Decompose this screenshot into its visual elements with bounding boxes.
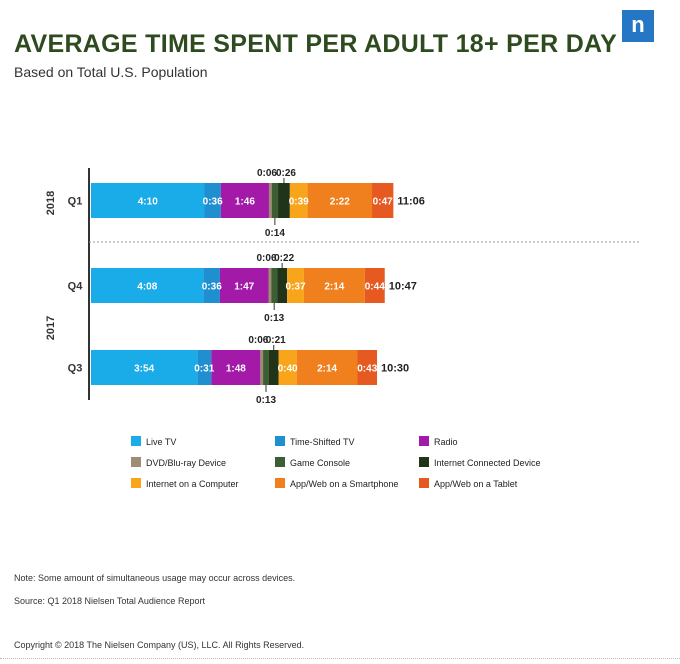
data-label: 4:08: [137, 282, 157, 293]
legend-label: Internet Connected Device: [434, 458, 541, 468]
data-label: 0:36: [203, 197, 223, 208]
data-label: 0:06: [257, 253, 277, 264]
bar-segment: [260, 350, 264, 385]
legend-swatch: [419, 478, 429, 488]
legend-swatch: [275, 436, 285, 446]
data-label: 2:22: [330, 197, 350, 208]
legend-swatch: [131, 436, 141, 446]
year-label: 2018: [45, 191, 57, 215]
bar-segment: [268, 183, 272, 218]
copyright: Copyright © 2018 The Nielsen Company (US…: [14, 640, 305, 650]
total-label: 10:30: [381, 363, 409, 375]
legend-label: Game Console: [290, 458, 351, 468]
data-label: 0:43: [357, 364, 377, 375]
bar-segment: [219, 268, 269, 303]
data-label: 1:47: [234, 282, 254, 293]
bar-segment: [91, 350, 198, 385]
bar-segment: [289, 183, 308, 218]
data-label: 1:46: [235, 197, 255, 208]
bar-segment: [220, 183, 269, 218]
legend-swatch: [275, 457, 285, 467]
bar-segment: [271, 268, 278, 303]
data-label: 0:26: [276, 168, 296, 179]
legend-label: Radio: [434, 437, 458, 447]
data-label: 1:48: [226, 364, 246, 375]
data-label: 0:14: [265, 228, 285, 239]
legend-item: Internet Connected Device: [419, 457, 541, 468]
data-label: 0:06: [257, 168, 277, 179]
total-label: 11:06: [397, 196, 425, 208]
legend-label: Internet on a Computer: [146, 479, 239, 489]
data-label: 0:06: [248, 335, 268, 346]
bar-segment: [296, 350, 358, 385]
bar-segment: [268, 350, 279, 385]
data-label: 0:47: [373, 197, 393, 208]
data-label: 4:10: [138, 197, 158, 208]
bar-segment: [278, 183, 290, 218]
bar-segment: [278, 350, 297, 385]
bar-segment: [91, 183, 205, 218]
legend-label: Live TV: [146, 437, 177, 447]
legend-item: Radio: [419, 436, 458, 447]
bar-segment: [364, 268, 385, 303]
legend-label: App/Web on a Smartphone: [290, 479, 399, 489]
chart-subtitle: Based on Total U.S. Population: [14, 64, 208, 80]
legend-label: App/Web on a Tablet: [434, 479, 518, 489]
data-label: 0:39: [289, 197, 309, 208]
row-label: Q4: [68, 281, 84, 293]
bar-segment: [203, 268, 220, 303]
total-label: 10:47: [389, 281, 417, 293]
bar-segment: [211, 350, 261, 385]
bar-segment: [307, 183, 373, 218]
data-label: 2:14: [317, 364, 337, 375]
bar-segment: [197, 350, 212, 385]
legend-item: App/Web on a Smartphone: [275, 478, 398, 489]
data-label: 0:36: [202, 282, 222, 293]
row-label: Q3: [68, 363, 83, 375]
legend-label: Time-Shifted TV: [290, 437, 355, 447]
data-label: 0:13: [264, 313, 284, 324]
data-label: 0:31: [194, 364, 214, 375]
legend-item: Time-Shifted TV: [275, 436, 355, 447]
bar-segment: [303, 268, 365, 303]
bar-segment: [277, 268, 288, 303]
legend-swatch: [131, 457, 141, 467]
legend-item: App/Web on a Tablet: [419, 478, 517, 489]
chart-title: AVERAGE TIME SPENT PER ADULT 18+ PER DAY: [14, 30, 618, 58]
year-label: 2017: [45, 316, 57, 340]
legend-label: DVD/Blu-ray Device: [146, 458, 227, 468]
bar-segment: [263, 350, 269, 385]
data-label: 3:54: [134, 364, 154, 375]
bar-segment: [271, 183, 279, 218]
data-label: 0:13: [256, 395, 276, 406]
bar-segment: [268, 268, 272, 303]
legend-item: Game Console: [275, 457, 350, 468]
source-note: Source: Q1 2018 Nielsen Total Audience R…: [14, 596, 205, 606]
footnote: Note: Some amount of simultaneous usage …: [14, 573, 296, 583]
data-label: 0:21: [266, 335, 286, 346]
data-label: 0:40: [278, 364, 298, 375]
legend-swatch: [131, 478, 141, 488]
legend-swatch: [419, 457, 429, 467]
legend-item: DVD/Blu-ray Device: [131, 457, 226, 468]
data-label: 2:14: [324, 282, 344, 293]
bar-segment: [372, 183, 394, 218]
bar-segment: [204, 183, 221, 218]
nielsen-logo-icon: n: [622, 10, 654, 42]
legend-item: Live TV: [131, 436, 176, 447]
bar-segment: [357, 350, 378, 385]
legend-item: Internet on a Computer: [131, 478, 239, 489]
data-label: 0:44: [365, 282, 385, 293]
data-label: 0:22: [274, 253, 294, 264]
bar-segment: [287, 268, 304, 303]
legend-swatch: [419, 436, 429, 446]
legend-swatch: [275, 478, 285, 488]
bar-segment: [91, 268, 204, 303]
footer-divider: [0, 658, 680, 659]
data-label: 0:37: [286, 282, 306, 293]
row-label: Q1: [68, 196, 83, 208]
